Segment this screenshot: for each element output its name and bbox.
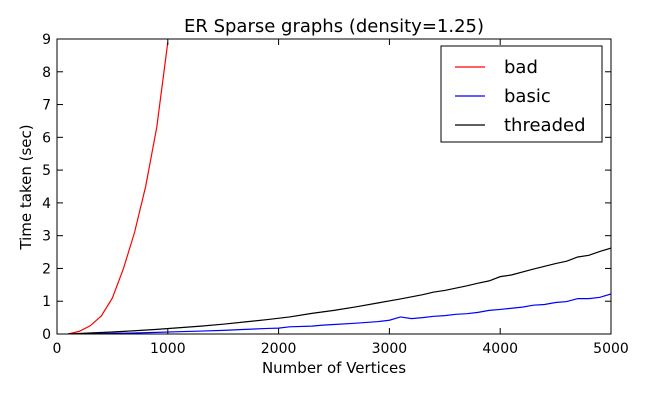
y-tick-label: 2	[42, 261, 51, 277]
x-axis-label: Number of Vertices	[262, 359, 406, 377]
series-line-threaded	[68, 247, 611, 334]
y-axis-label: Time taken (sec)	[17, 124, 35, 250]
y-tick-label: 3	[42, 229, 51, 245]
tick-layer: 0 1000 2000 3000 4000 5000 0 1 2 3 4 5 6 7 8 9	[42, 32, 629, 357]
chart-title: ER Sparse graphs (density=1.25)	[184, 16, 484, 37]
y-tick-label: 1	[42, 294, 51, 310]
y-tick-label: 0	[42, 327, 51, 343]
x-tick-label: 2000	[261, 341, 297, 357]
x-tick-label: 3000	[372, 341, 408, 357]
series-line-basic	[68, 293, 611, 334]
legend-label-threaded: threaded	[504, 115, 586, 136]
y-tick-label: 8	[42, 65, 51, 81]
plot-frame	[56, 38, 612, 335]
y-tick-label: 6	[42, 130, 51, 146]
x-tick-label: 4000	[482, 341, 518, 357]
y-tick-label: 5	[42, 163, 51, 179]
legend-box	[440, 45, 603, 143]
legend: bad basic threaded	[440, 45, 603, 143]
series-line-bad	[67, 42, 169, 334]
y-tick-label: 9	[42, 32, 51, 48]
legend-label-basic: basic	[504, 86, 551, 107]
legend-label-bad: bad	[504, 57, 538, 78]
y-tick-label: 4	[42, 196, 51, 212]
y-tick-label: 7	[42, 98, 51, 114]
x-tick-label: 1000	[150, 341, 186, 357]
x-tick-label: 5000	[593, 341, 629, 357]
series-layer	[67, 42, 611, 334]
x-tick-label: 0	[53, 341, 62, 357]
